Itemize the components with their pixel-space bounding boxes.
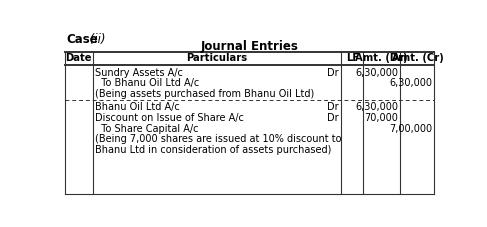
Text: Dr: Dr	[327, 113, 339, 123]
Text: Amt. (Dr): Amt. (Dr)	[356, 53, 408, 63]
Text: Particulars: Particulars	[187, 53, 247, 63]
Text: Bhanu Ltd in consideration of assets purchased): Bhanu Ltd in consideration of assets pur…	[95, 145, 331, 155]
Text: (Being 7,000 shares are issued at 10% discount to: (Being 7,000 shares are issued at 10% di…	[95, 134, 341, 144]
Text: Discount on Issue of Share A/c: Discount on Issue of Share A/c	[95, 113, 244, 123]
Text: To Bhanu Oil Ltd A/c: To Bhanu Oil Ltd A/c	[95, 79, 199, 89]
Text: Bhanu Oil Ltd A/c: Bhanu Oil Ltd A/c	[95, 102, 180, 112]
Text: 6,30,000: 6,30,000	[355, 68, 398, 78]
Text: (ii): (ii)	[87, 33, 106, 46]
Text: Date: Date	[65, 53, 92, 63]
Text: LF: LF	[346, 53, 359, 63]
Text: Sundry Assets A/c: Sundry Assets A/c	[95, 68, 183, 78]
Text: (Being assets purchased from Bhanu Oil Ltd): (Being assets purchased from Bhanu Oil L…	[95, 89, 314, 99]
Text: 70,000: 70,000	[364, 113, 398, 123]
Text: Case: Case	[66, 33, 98, 46]
Text: Dr: Dr	[327, 102, 339, 112]
Text: To Share Capital A/c: To Share Capital A/c	[95, 124, 199, 134]
Text: Journal Entries: Journal Entries	[201, 40, 299, 53]
Text: 6,30,000: 6,30,000	[355, 102, 398, 112]
Text: Dr: Dr	[327, 68, 339, 78]
Text: 6,30,000: 6,30,000	[389, 79, 432, 89]
Text: 7,00,000: 7,00,000	[389, 124, 432, 134]
Text: Amt. (Cr): Amt. (Cr)	[392, 53, 443, 63]
